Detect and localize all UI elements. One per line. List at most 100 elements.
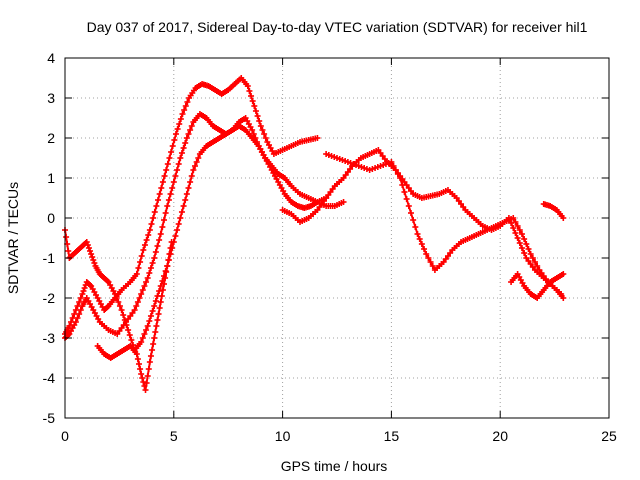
data-point-marker <box>176 121 183 127</box>
data-point-marker <box>388 159 395 165</box>
data-point-marker <box>512 219 519 225</box>
data-point-marker <box>188 123 195 129</box>
data-point-marker <box>138 371 145 377</box>
data-point-marker <box>516 240 523 246</box>
x-tick-label: 15 <box>384 428 400 444</box>
data-point-marker <box>248 93 255 99</box>
data-point-marker <box>168 239 175 245</box>
data-point-marker <box>182 197 189 203</box>
data-point-marker <box>560 215 567 221</box>
data-point-marker <box>151 255 158 261</box>
data-point-marker <box>510 225 517 231</box>
data-point-marker <box>76 299 83 305</box>
data-point-marker <box>152 298 159 304</box>
data-point-marker <box>157 283 164 289</box>
data-point-marker <box>152 249 159 255</box>
data-point-marker <box>137 259 144 265</box>
data-point-marker <box>423 251 430 257</box>
data-point-marker <box>534 263 541 269</box>
data-point-marker <box>126 332 133 338</box>
data-point-marker <box>169 143 176 149</box>
x-tick-label: 0 <box>61 428 69 444</box>
data-point-marker <box>514 223 521 229</box>
data-point-marker <box>159 224 166 230</box>
data-point-marker <box>158 185 165 191</box>
data-point-marker <box>525 246 532 252</box>
data-point-marker <box>390 163 397 169</box>
data-markers <box>62 75 567 393</box>
data-point-marker <box>188 173 195 179</box>
data-point-marker <box>147 265 154 271</box>
data-point-marker <box>65 248 72 254</box>
data-point-marker <box>179 111 186 117</box>
data-point-marker <box>83 239 90 245</box>
data-point-marker <box>87 282 94 288</box>
data-point-marker <box>153 323 160 329</box>
data-point-marker <box>192 163 199 169</box>
data-point-marker <box>161 281 168 287</box>
data-point-marker <box>144 323 151 329</box>
data-point-marker <box>518 231 525 237</box>
data-point-marker <box>163 167 170 173</box>
data-point-marker <box>156 191 163 197</box>
data-point-marker <box>145 366 152 372</box>
data-point-marker <box>165 197 172 203</box>
data-point-marker <box>156 305 163 311</box>
data-point-marker <box>527 251 534 257</box>
data-point-marker <box>159 287 166 293</box>
data-point-marker <box>143 237 150 243</box>
series-track-d <box>96 241 173 391</box>
data-point-marker <box>72 319 79 325</box>
data-point-marker <box>125 327 132 333</box>
data-point-marker <box>163 269 170 275</box>
data-point-marker <box>152 329 159 335</box>
data-point-marker <box>76 311 83 317</box>
data-point-marker <box>521 236 528 242</box>
data-point-marker <box>146 318 153 324</box>
data-point-marker <box>425 255 432 261</box>
data-point-marker <box>251 103 258 109</box>
chart-title: Day 037 of 2017, Sidereal Day-to-day VTE… <box>87 19 588 35</box>
data-point-marker <box>85 245 92 251</box>
data-point-marker <box>112 291 119 297</box>
data-point-marker <box>193 159 200 165</box>
data-point-marker <box>165 257 172 263</box>
data-point-marker <box>169 185 176 191</box>
data-point-marker <box>180 145 187 151</box>
data-point-marker <box>518 245 525 251</box>
data-point-marker <box>256 118 263 124</box>
data-point-marker <box>184 99 191 105</box>
data-point-marker <box>133 351 140 357</box>
data-point-marker <box>148 221 155 227</box>
data-point-marker <box>157 299 164 305</box>
data-point-marker <box>115 299 122 305</box>
data-point-marker <box>140 379 147 385</box>
plot-frame <box>64 57 610 419</box>
data-point-marker <box>133 303 140 309</box>
data-point-marker <box>257 123 264 129</box>
data-point-marker <box>171 137 178 143</box>
data-point-marker <box>135 265 142 271</box>
data-point-marker <box>397 175 404 181</box>
data-point-marker <box>185 185 192 191</box>
data-point-marker <box>262 135 269 141</box>
x-axis-label: GPS time / hours <box>281 458 388 474</box>
data-point-marker <box>66 323 73 329</box>
data-point-marker <box>159 179 166 185</box>
series-track-e <box>282 149 562 295</box>
data-point-marker <box>74 315 81 321</box>
data-point-marker <box>89 254 96 260</box>
data-point-marker <box>142 387 149 393</box>
data-point-marker <box>182 103 189 109</box>
data-point-marker <box>133 271 140 277</box>
data-point-marker <box>427 259 434 265</box>
data-point-marker <box>139 287 146 293</box>
data-point-marker <box>63 234 70 240</box>
y-tick-label: -4 <box>43 370 56 386</box>
data-point-marker <box>157 231 164 237</box>
data-point-marker <box>183 135 190 141</box>
data-point-marker <box>177 155 184 161</box>
data-point-marker <box>249 127 256 133</box>
series-track-a <box>64 77 318 335</box>
